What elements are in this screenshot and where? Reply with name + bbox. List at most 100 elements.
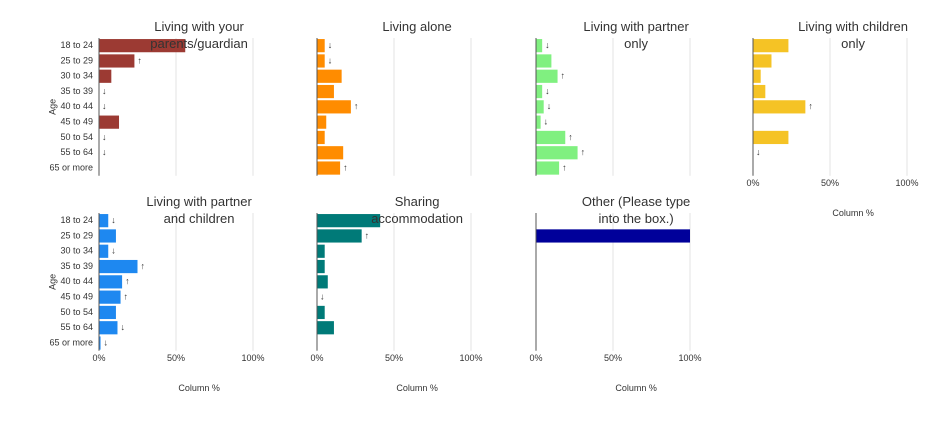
x-axis-label: Column % bbox=[615, 383, 657, 393]
bar bbox=[317, 54, 325, 68]
bar bbox=[99, 115, 120, 129]
bar bbox=[317, 321, 334, 335]
x-tick-label: 0% bbox=[92, 353, 105, 363]
bar bbox=[753, 84, 766, 99]
significance-arrow: ↓ bbox=[756, 147, 761, 157]
y-tick-label: 65 or more bbox=[49, 337, 93, 347]
significance-arrow: ↓ bbox=[102, 147, 107, 157]
significance-arrow: ↑ bbox=[137, 55, 142, 65]
bar bbox=[753, 39, 789, 53]
significance-arrow: ↑ bbox=[581, 147, 586, 157]
bar bbox=[536, 39, 543, 53]
y-axis-label: Age bbox=[47, 99, 57, 115]
bar bbox=[317, 100, 351, 114]
bar bbox=[536, 115, 541, 129]
bar bbox=[317, 69, 342, 83]
y-axis-label: Age bbox=[47, 274, 57, 290]
y-tick-label: 25 to 29 bbox=[60, 55, 93, 65]
bar bbox=[317, 244, 325, 258]
bar bbox=[536, 84, 543, 99]
bar bbox=[317, 214, 381, 228]
panel-title: Sharing accommodation bbox=[371, 194, 463, 226]
x-axis-label: Column % bbox=[832, 208, 874, 218]
significance-arrow: ↓ bbox=[120, 322, 125, 332]
bar bbox=[317, 161, 341, 175]
x-tick-label: 0% bbox=[310, 353, 323, 363]
bar bbox=[99, 214, 109, 228]
bar bbox=[317, 229, 362, 243]
x-tick-label: 0% bbox=[746, 178, 759, 188]
bar bbox=[536, 69, 558, 83]
significance-arrow: ↑ bbox=[124, 292, 129, 302]
significance-arrow: ↑ bbox=[343, 162, 348, 172]
significance-arrow: ↑ bbox=[568, 132, 573, 142]
x-tick-label: 50% bbox=[385, 353, 403, 363]
x-tick-label: 50% bbox=[167, 353, 185, 363]
y-tick-label: 30 to 34 bbox=[60, 71, 93, 81]
bar bbox=[317, 115, 327, 129]
significance-arrow: ↓ bbox=[320, 292, 325, 302]
y-tick-label: 55 to 64 bbox=[60, 322, 93, 332]
x-tick-label: 50% bbox=[604, 353, 622, 363]
y-tick-label: 35 to 39 bbox=[60, 86, 93, 96]
bar bbox=[317, 305, 325, 320]
significance-arrow: ↑ bbox=[354, 101, 359, 111]
bar bbox=[317, 39, 325, 53]
significance-arrow: ↓ bbox=[544, 117, 549, 127]
bar bbox=[536, 54, 552, 68]
bar bbox=[99, 229, 116, 243]
panel-title: Other (Please type into the box.) bbox=[581, 194, 691, 226]
bar bbox=[317, 259, 325, 274]
bar bbox=[99, 290, 121, 304]
significance-arrow: ↓ bbox=[111, 215, 116, 225]
bar bbox=[99, 39, 186, 53]
significance-arrow: ↑ bbox=[365, 230, 370, 240]
y-tick-label: 50 to 54 bbox=[60, 307, 93, 317]
panel-title: Living with children only bbox=[798, 19, 909, 51]
significance-arrow: ↓ bbox=[545, 86, 550, 96]
y-tick-label: 45 to 49 bbox=[60, 117, 93, 127]
bar bbox=[753, 69, 761, 83]
bar bbox=[317, 84, 334, 99]
y-tick-label: 45 to 49 bbox=[60, 292, 93, 302]
significance-arrow: ↑ bbox=[808, 101, 813, 111]
bar bbox=[753, 130, 789, 145]
x-axis-label: Column % bbox=[178, 383, 220, 393]
bar bbox=[317, 130, 325, 145]
x-tick-label: 100% bbox=[678, 353, 701, 363]
y-tick-label: 30 to 34 bbox=[60, 246, 93, 256]
bar bbox=[99, 259, 138, 274]
significance-arrow: ↓ bbox=[545, 40, 550, 50]
significance-arrow: ↓ bbox=[104, 337, 109, 347]
bar bbox=[317, 275, 328, 289]
significance-arrow: ↓ bbox=[328, 40, 333, 50]
significance-arrow: ↑ bbox=[561, 71, 566, 81]
significance-arrow: ↓ bbox=[102, 132, 107, 142]
bar bbox=[536, 161, 560, 175]
bar bbox=[536, 146, 578, 160]
x-axis-label: Column % bbox=[396, 383, 438, 393]
x-tick-label: 0% bbox=[529, 353, 542, 363]
panel-title: Living with partner only bbox=[583, 19, 689, 51]
significance-arrow: ↓ bbox=[547, 101, 552, 111]
significance-arrow: ↓ bbox=[111, 246, 116, 256]
y-tick-label: 35 to 39 bbox=[60, 261, 93, 271]
y-tick-label: 40 to 44 bbox=[60, 101, 93, 111]
y-tick-label: 25 to 29 bbox=[60, 230, 93, 240]
bar bbox=[536, 100, 544, 114]
y-tick-label: 18 to 24 bbox=[60, 215, 93, 225]
bar bbox=[317, 146, 344, 160]
bar bbox=[753, 54, 772, 68]
significance-arrow: ↑ bbox=[125, 276, 130, 286]
significance-arrow: ↓ bbox=[102, 86, 107, 96]
bar bbox=[99, 69, 112, 83]
y-tick-label: 55 to 64 bbox=[60, 147, 93, 157]
bar bbox=[99, 275, 123, 289]
bar bbox=[753, 100, 806, 114]
bar bbox=[99, 305, 116, 320]
panel-title: Living alone bbox=[382, 19, 452, 34]
panel-title: Living with your parents/guardian bbox=[150, 19, 248, 51]
y-tick-label: 18 to 24 bbox=[60, 40, 93, 50]
